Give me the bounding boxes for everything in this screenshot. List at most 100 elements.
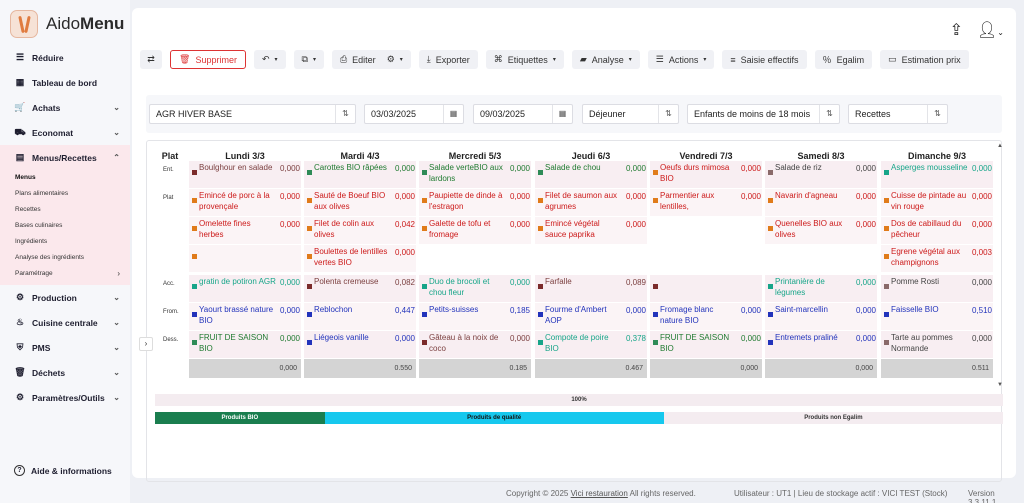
menu-dish-cell[interactable]: Galette de tofu et fromage 0,000: [419, 217, 531, 244]
menu-dish-cell[interactable]: Duo de brocoli et chou fleur 0,000: [419, 275, 531, 302]
help-link[interactable]: ? Aide & informations: [14, 465, 112, 476]
menu-dish-cell[interactable]: FRUIT DE SAISON BIO 0,000: [189, 331, 301, 358]
menu-dish-cell[interactable]: gratin de potiron AGR 0,000: [189, 275, 301, 302]
sidebar-item-dashboard[interactable]: ▦ Tableau de bord: [0, 70, 130, 95]
headcount-button[interactable]: ≡ Saisie effectifs: [722, 50, 807, 69]
undo-button[interactable]: ↶ ▾: [253, 50, 286, 69]
population-select[interactable]: Enfants de moins de 18 mois ⇅: [687, 104, 840, 124]
sidebar-item-economat[interactable]: ⛟ Economat ⌄: [0, 120, 130, 145]
menu-dish-cell[interactable]: Salade verteBIO aux lardons 0,000: [419, 161, 531, 188]
upload-icon[interactable]: ⇪: [949, 22, 963, 39]
menu-dish-cell[interactable]: Faisselle BIO 0,510: [881, 303, 993, 330]
date-from-field[interactable]: 03/03/2025 ▦: [364, 104, 464, 124]
sidebar-subitem-recettes[interactable]: Recettes: [15, 206, 41, 213]
menu-dish-cell[interactable]: Liégeois vanille 0,000: [304, 331, 416, 358]
sidebar-item-production[interactable]: ⚙ Production ⌄: [0, 285, 130, 310]
menu-dish-cell[interactable]: Fromage blanc nature BIO 0,000: [650, 303, 762, 330]
population-select-value: Enfants de moins de 18 mois: [694, 109, 811, 119]
sidebar-subitem-plans[interactable]: Plans alimentaires: [15, 190, 69, 197]
menu-dish-cell[interactable]: Gâteau à la noix de coco 0,000: [419, 331, 531, 358]
user-icon[interactable]: 👤︎⌄: [976, 22, 1004, 39]
menu-dish-cell[interactable]: Pomme Rosti 0,000: [881, 275, 993, 302]
menu-dish-cell[interactable]: Tarte au pommes Normande 0,000: [881, 331, 993, 358]
menu-dish-cell[interactable]: Sauté de Boeuf BIO aux olives 0,000: [304, 189, 416, 216]
menu-dish-cell[interactable]: [189, 245, 301, 272]
scroll-down-icon[interactable]: ▼: [997, 382, 1003, 388]
swap-button[interactable]: ⇄: [140, 50, 162, 69]
analysis-button[interactable]: ▰ Analyse ▾: [571, 50, 640, 69]
dish-category-marker: [884, 254, 889, 259]
dish-category-marker: [653, 198, 658, 203]
sidebar-item-dechets[interactable]: 🗑 Déchets ⌄: [0, 360, 130, 385]
sort-icon[interactable]: ⇅: [335, 105, 355, 123]
dish-value: 0,000: [971, 334, 992, 343]
menu-dish-cell[interactable]: Salade de chou 0,000: [535, 161, 647, 188]
edit-button[interactable]: ⎙ Editer ⚙ ▾: [331, 50, 411, 69]
meal-select[interactable]: Déjeuner ⇅: [582, 104, 679, 124]
sidebar-item-menus-recettes[interactable]: ▤ Menus/Recettes ⌃: [0, 145, 130, 170]
sidebar-item-achats[interactable]: 🛒 Achats ⌄: [0, 95, 130, 120]
menu-dish-cell[interactable]: Polenta cremeuse 0,082: [304, 275, 416, 302]
copy-button[interactable]: ⧉ ▾: [293, 50, 324, 69]
sidebar-subitem-analyse[interactable]: Analyse des ingrédients: [15, 254, 85, 261]
menu-dish-cell[interactable]: Reblochon 0,447: [304, 303, 416, 330]
sidebar-item-pms[interactable]: ⛨ PMS ⌄: [0, 335, 130, 360]
app-logo[interactable]: AidoMenu: [10, 10, 124, 38]
sidebar-item-cuisine-centrale[interactable]: ♨ Cuisine centrale ⌄: [0, 310, 130, 335]
menu-dish-cell[interactable]: Quenelles BIO aux olives 0,000: [765, 217, 877, 244]
menu-dish-cell[interactable]: Boulghour en salade 0,000: [189, 161, 301, 188]
menu-select[interactable]: AGR HIVER BASE ⇅: [149, 104, 356, 124]
dish-value: 0,000: [279, 164, 300, 173]
calendar-icon[interactable]: ▦: [552, 105, 572, 123]
sort-icon[interactable]: ⇅: [819, 105, 839, 123]
egalim-button[interactable]: ％ Egalim: [814, 50, 873, 69]
sidebar-item-parametres[interactable]: ⚙ Paramètres/Outils ⌄: [0, 385, 130, 410]
menu-dish-cell[interactable]: Oeufs durs mimosa BIO 0,000: [650, 161, 762, 188]
menu-dish-cell[interactable]: Filet de saumon aux agrumes 0,000: [535, 189, 647, 216]
sidebar-subitem-menus[interactable]: Menus: [15, 174, 36, 181]
menu-dish-cell[interactable]: Filet de colin aux olives 0,042: [304, 217, 416, 244]
export-button[interactable]: ⤓ Exporter: [418, 50, 478, 69]
labels-button[interactable]: ⌘ Etiquettes ▾: [485, 50, 564, 69]
menu-dish-cell[interactable]: Petits-suisses 0,185: [419, 303, 531, 330]
menu-dish-cell[interactable]: Fourme d'Ambert AOP 0,000: [535, 303, 647, 330]
menu-dish-cell[interactable]: Compote de poire BIO 0,378: [535, 331, 647, 358]
menu-dish-cell[interactable]: Asperges mousseline 0,000: [881, 161, 993, 188]
sidebar-subitem-parametrage[interactable]: Paramétrage ›: [0, 266, 130, 282]
company-link[interactable]: Vici restauration: [570, 489, 628, 498]
menu-dish-cell[interactable]: Omelette fines herbes 0,000: [189, 217, 301, 244]
collapse-toggle[interactable]: ›: [139, 337, 153, 351]
type-select[interactable]: Recettes ⇅: [848, 104, 948, 124]
menu-dish-cell[interactable]: Boulettes de lentilles vertes BIO 0,000: [304, 245, 416, 272]
date-to-field[interactable]: 09/03/2025 ▦: [473, 104, 573, 124]
sidebar-subitem-bases[interactable]: Bases culinaires: [15, 222, 63, 229]
menu-dish-cell[interactable]: Farfalle 0,089: [535, 275, 647, 302]
menu-dish-cell[interactable]: Egrene végétal aux champignons 0,003: [881, 245, 993, 272]
menu-dish-cell[interactable]: Printanière de légumes 0,000: [765, 275, 877, 302]
menu-dish-cell[interactable]: Yaourt brassé nature BIO 0,000: [189, 303, 301, 330]
calendar-icon[interactable]: ▦: [443, 105, 463, 123]
menu-dish-cell[interactable]: Carottes BIO râpées 0,000: [304, 161, 416, 188]
menu-dish-cell[interactable]: FRUIT DE SAISON BIO 0,000: [650, 331, 762, 358]
menu-dish-cell[interactable]: [650, 275, 762, 302]
menu-dish-cell[interactable]: Navarin d'agneau 0,000: [765, 189, 877, 216]
menu-dish-cell[interactable]: Emincé de porc à la provençale 0,000: [189, 189, 301, 216]
scroll-up-icon[interactable]: ▲: [997, 143, 1003, 149]
menu-dish-cell[interactable]: Saint-marcellin 0,000: [765, 303, 877, 330]
menu-dish-cell[interactable]: Parmentier aux lentilles, 0,000: [650, 189, 762, 216]
delete-button[interactable]: 🗑 Supprimer: [170, 50, 246, 69]
sort-icon[interactable]: ⇅: [658, 105, 678, 123]
actions-button[interactable]: ☰ Actions ▾: [647, 50, 715, 69]
menu-dish-cell[interactable]: Salade de riz 0,000: [765, 161, 877, 188]
menu-dish-cell[interactable]: Emincé végétal sauce paprika 0,000: [535, 217, 647, 244]
menu-dish-cell[interactable]: Paupiette de dinde à l'estragon 0,000: [419, 189, 531, 216]
sidebar-subitem-ingredients[interactable]: Ingrédients: [15, 238, 48, 245]
scrollbar[interactable]: ▲ ▼: [995, 141, 1003, 391]
sidebar-item-reduire[interactable]: ☰ Réduire: [0, 45, 130, 70]
estimate-button[interactable]: ▭ Estimation prix: [880, 50, 969, 69]
chevron-down-icon: ⌄: [113, 368, 120, 377]
menu-dish-cell[interactable]: Cuisse de pintade au vin rouge 0,000: [881, 189, 993, 216]
menu-dish-cell[interactable]: Dos de cabillaud du pêcheur 0,000: [881, 217, 993, 244]
menu-dish-cell[interactable]: Entremets praliné 0,000: [765, 331, 877, 358]
sort-icon[interactable]: ⇅: [927, 105, 947, 123]
